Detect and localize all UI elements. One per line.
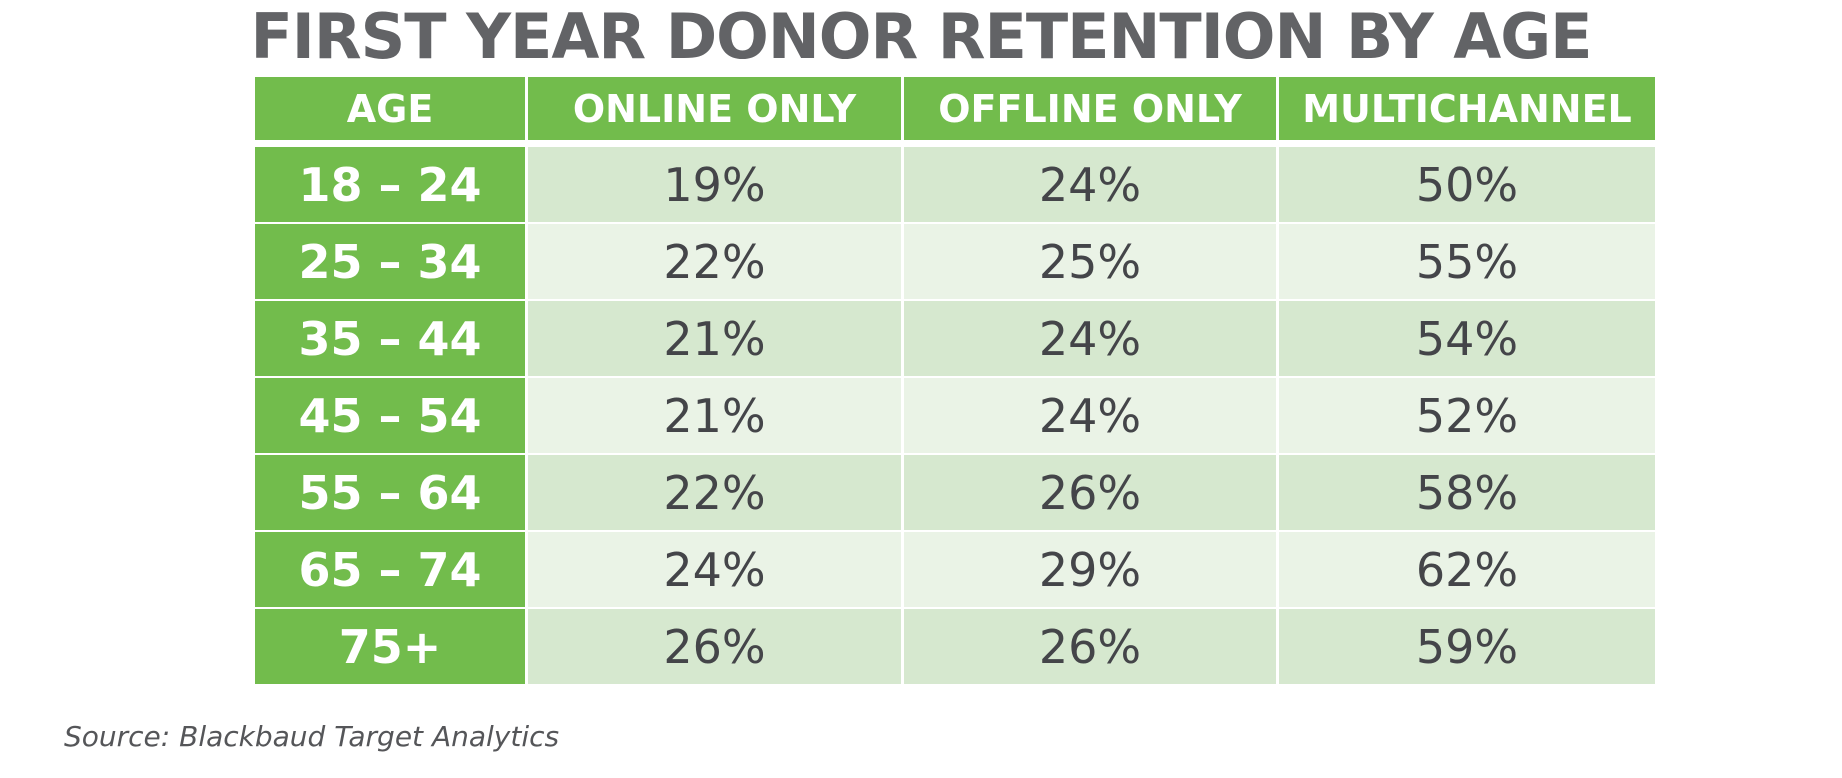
source-note: Source: Blackbaud Target Analytics xyxy=(64,720,560,753)
column-header-multichannel: MULTICHANNEL xyxy=(1279,77,1655,140)
row-label-age: 75+ xyxy=(255,609,528,684)
table-header-row: AGE ONLINE ONLY OFFLINE ONLY MULTICHANNE… xyxy=(255,77,1655,140)
table-row: 75+ 26% 26% 59% xyxy=(255,609,1655,686)
cell-online-only: 26% xyxy=(528,609,904,684)
cell-multichannel: 50% xyxy=(1279,147,1655,222)
cell-offline-only: 29% xyxy=(904,532,1279,607)
row-label-age: 35 – 44 xyxy=(255,301,528,376)
cell-multichannel: 59% xyxy=(1279,609,1655,684)
row-label-age: 25 – 34 xyxy=(255,224,528,299)
row-label-age: 45 – 54 xyxy=(255,378,528,453)
cell-online-only: 21% xyxy=(528,378,904,453)
cell-online-only: 19% xyxy=(528,147,904,222)
cell-multichannel: 54% xyxy=(1279,301,1655,376)
row-label-age: 65 – 74 xyxy=(255,532,528,607)
row-label-age: 55 – 64 xyxy=(255,455,528,530)
column-header-online-only: ONLINE ONLY xyxy=(528,77,904,140)
cell-offline-only: 25% xyxy=(904,224,1279,299)
table-row: 25 – 34 22% 25% 55% xyxy=(255,224,1655,301)
table-row: 18 – 24 19% 24% 50% xyxy=(255,147,1655,224)
cell-online-only: 21% xyxy=(528,301,904,376)
column-header-offline-only: OFFLINE ONLY xyxy=(904,77,1279,140)
table-row: 45 – 54 21% 24% 52% xyxy=(255,378,1655,455)
table-row: 55 – 64 22% 26% 58% xyxy=(255,455,1655,532)
cell-multichannel: 55% xyxy=(1279,224,1655,299)
table-row: 65 – 74 24% 29% 62% xyxy=(255,532,1655,609)
cell-online-only: 22% xyxy=(528,455,904,530)
cell-multichannel: 52% xyxy=(1279,378,1655,453)
row-label-age: 18 – 24 xyxy=(255,147,528,222)
cell-offline-only: 24% xyxy=(904,301,1279,376)
table-body: 18 – 24 19% 24% 50% 25 – 34 22% 25% 55% 35 – 44 2… xyxy=(255,147,1655,686)
cell-online-only: 24% xyxy=(528,532,904,607)
table-row: 35 – 44 21% 24% 54% xyxy=(255,301,1655,378)
chart-title: FIRST YEAR DONOR RETENTION BY AGE xyxy=(250,0,1592,73)
cell-multichannel: 58% xyxy=(1279,455,1655,530)
cell-offline-only: 24% xyxy=(904,378,1279,453)
cell-offline-only: 26% xyxy=(904,609,1279,684)
header-divider xyxy=(255,140,1655,147)
cell-online-only: 22% xyxy=(528,224,904,299)
cell-offline-only: 24% xyxy=(904,147,1279,222)
cell-offline-only: 26% xyxy=(904,455,1279,530)
retention-table: AGE ONLINE ONLY OFFLINE ONLY MULTICHANNE… xyxy=(255,77,1655,686)
column-header-age: AGE xyxy=(255,77,528,140)
cell-multichannel: 62% xyxy=(1279,532,1655,607)
